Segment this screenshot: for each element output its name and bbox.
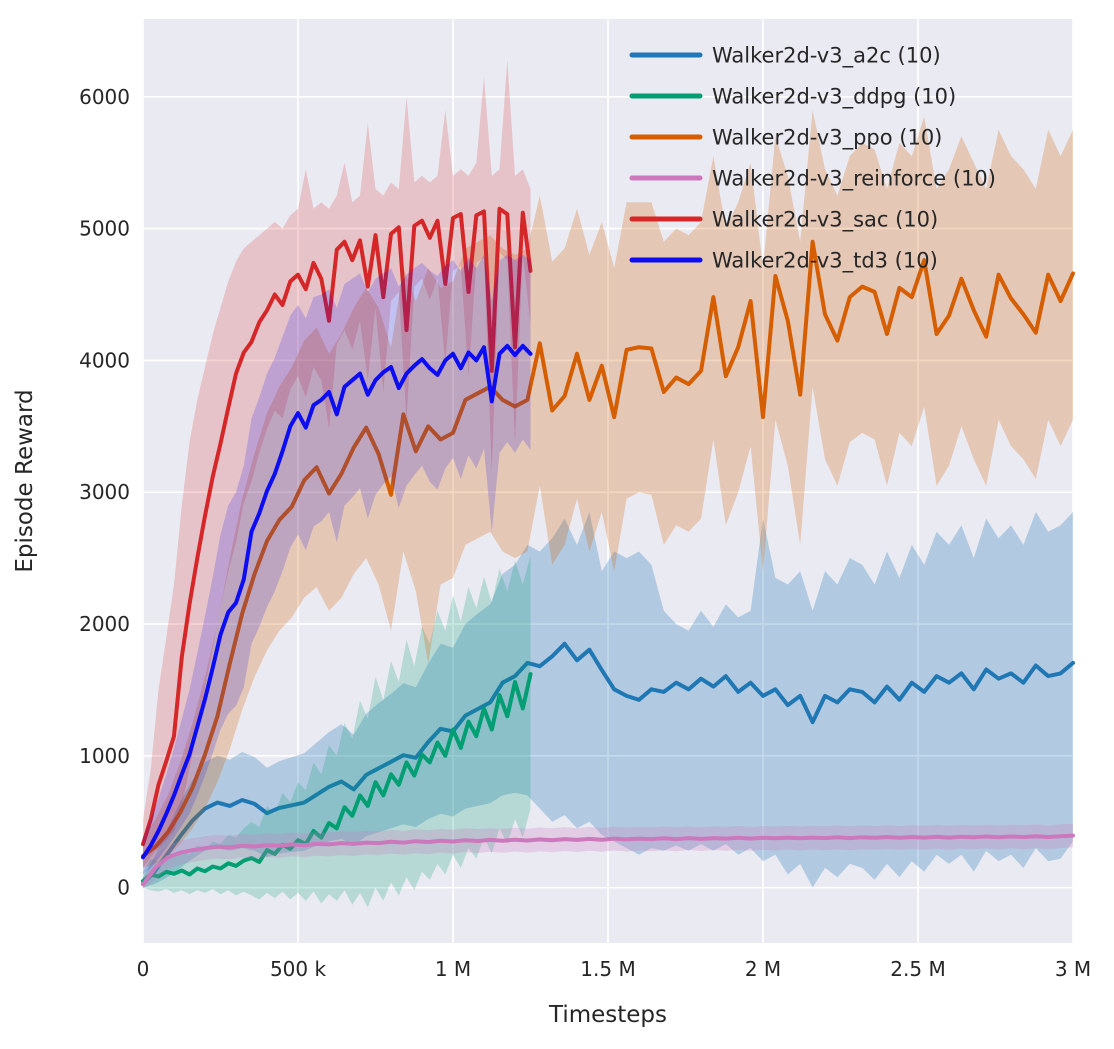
series-line bbox=[141, 833, 1075, 887]
legend-label: Walker2d-v3_sac (10) bbox=[712, 208, 938, 233]
x-tick-label: 3 M bbox=[1055, 957, 1091, 981]
legend-label: Walker2d-v3_ddpg (10) bbox=[712, 85, 956, 110]
confidence-band bbox=[143, 512, 1073, 888]
legend-label: Walker2d-v3_a2c (10) bbox=[712, 44, 941, 69]
series-line bbox=[141, 239, 1075, 858]
y-axis-label: Episode Reward bbox=[12, 389, 38, 572]
series-line bbox=[141, 343, 533, 860]
x-tick-label: 2.5 M bbox=[890, 957, 945, 981]
confidence-band bbox=[143, 110, 1073, 868]
legend-item: Walker2d-v3_ppo (10) bbox=[629, 126, 942, 151]
confidence-band bbox=[143, 59, 531, 868]
x-axis-label: Timesteps bbox=[548, 1002, 667, 1028]
x-tick-label: 1 M bbox=[435, 957, 471, 981]
legend-label: Walker2d-v3_reinforce (10) bbox=[712, 167, 996, 192]
y-tick-label: 1000 bbox=[79, 744, 130, 768]
confidence-band bbox=[143, 254, 531, 875]
y-tick-label: 5000 bbox=[79, 217, 130, 241]
series-line bbox=[141, 206, 533, 847]
y-tick-label: 4000 bbox=[79, 348, 130, 372]
y-tick-label: 3000 bbox=[79, 480, 130, 504]
x-tick-label: 500 k bbox=[270, 957, 327, 981]
series-line bbox=[141, 641, 1075, 886]
series-line bbox=[141, 672, 533, 883]
y-tick-label: 2000 bbox=[79, 612, 130, 636]
confidence-band bbox=[143, 555, 531, 908]
legend-item: Walker2d-v3_ddpg (10) bbox=[629, 85, 956, 110]
y-tick-label: 0 bbox=[117, 876, 130, 900]
legend-item: Walker2d-v3_a2c (10) bbox=[629, 44, 941, 69]
legend: Walker2d-v3_a2c (10) Walker2d-v3_ddpg (10… bbox=[629, 44, 996, 274]
legend-label: Walker2d-v3_ppo (10) bbox=[712, 126, 942, 151]
legend-item: Walker2d-v3_reinforce (10) bbox=[629, 167, 996, 192]
legend-item: Walker2d-v3_td3 (10) bbox=[629, 249, 938, 274]
x-tick-label: 1.5 M bbox=[580, 957, 635, 981]
y-tick-label: 6000 bbox=[79, 85, 130, 109]
confidence-band bbox=[143, 823, 1073, 889]
x-tick-label: 0 bbox=[137, 957, 150, 981]
x-tick-label: 2 M bbox=[745, 957, 781, 981]
legend-label: Walker2d-v3_td3 (10) bbox=[712, 249, 938, 274]
legend-item: Walker2d-v3_sac (10) bbox=[629, 208, 938, 233]
